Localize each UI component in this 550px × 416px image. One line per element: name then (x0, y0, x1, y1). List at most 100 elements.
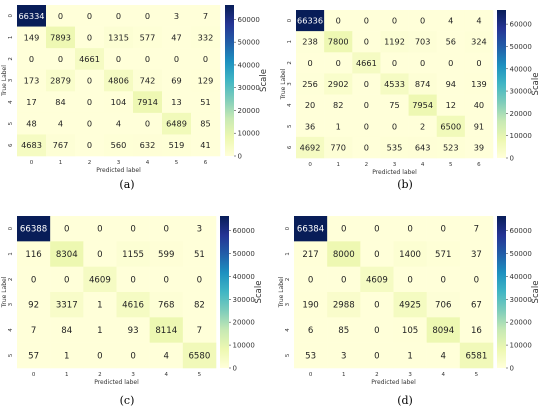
x-tick-label: 6 (477, 162, 481, 168)
cell-value-label: 0 (407, 225, 412, 235)
heatmap-cell (83, 342, 117, 369)
heatmap-cell (294, 342, 328, 369)
heatmap-cell (360, 342, 394, 369)
x-tick-label: 1 (59, 160, 63, 166)
heatmap-cell (393, 216, 427, 242)
heatmap-cell (352, 115, 381, 138)
x-tick-label: 5 (449, 162, 453, 168)
heatmap-cell (294, 317, 328, 343)
colorbar (497, 10, 506, 158)
cell-value-label: 0 (441, 275, 446, 285)
cell-value-label: 3 (174, 11, 179, 21)
cell-value-label: 0 (364, 142, 369, 152)
cell-value-label: 94 (446, 79, 456, 89)
y-tick-label: 2 (285, 278, 291, 282)
x-tick-label: 3 (408, 372, 412, 378)
colorbar-tick-label: 20000 (238, 107, 260, 115)
heatmap-cell (50, 266, 84, 293)
x-tick-label: 1 (342, 372, 346, 378)
cell-value-label: 0 (308, 275, 313, 285)
heatmap-cell (149, 216, 184, 242)
cell-value-label: 66384 (297, 225, 324, 235)
heatmap-cell (75, 26, 105, 49)
heatmap-cell (426, 241, 461, 267)
colorbar-tick-label: 10000 (238, 130, 260, 138)
heatmap-cell (360, 266, 394, 293)
cell-value-label: 0 (145, 119, 150, 129)
heatmap-cell (17, 292, 51, 318)
colorbar-tick-label: 0 (238, 153, 242, 161)
colorbar-tick-label: 40000 (510, 65, 532, 73)
cell-value-label: 0 (203, 54, 208, 64)
cell-value-label: 0 (58, 54, 63, 64)
heatmap-cell (182, 266, 217, 293)
heatmap-cell (50, 241, 84, 267)
cell-value-label: 3 (341, 351, 346, 361)
cell-value-label: 56 (446, 37, 456, 47)
heatmap-cell (360, 216, 394, 242)
cell-value-label: 139 (471, 79, 487, 89)
cell-value-label: 874 (415, 79, 431, 89)
heatmap-cell (116, 342, 150, 369)
cell-value-label: 0 (307, 58, 312, 68)
cell-value-label: 324 (471, 37, 487, 47)
colorbar-tick-label: 60000 (233, 227, 255, 235)
cell-value-label: 0 (392, 58, 397, 68)
cell-value-label: 7 (203, 11, 208, 21)
cell-value-label: 0 (87, 119, 92, 129)
cell-value-label: 0 (364, 79, 369, 89)
cell-value-label: 1 (64, 351, 69, 361)
heatmap-cell (116, 266, 150, 293)
y-tick-label: 3 (285, 302, 291, 306)
heatmap-cell (380, 52, 409, 74)
heatmap-cell (380, 10, 409, 32)
cell-value-label: 17 (26, 97, 36, 107)
cell-value-label: 256 (302, 79, 318, 89)
heatmap-cell (83, 241, 117, 267)
heatmap-cell (393, 266, 427, 293)
heatmap-cell (327, 266, 361, 293)
cell-value-label: 4609 (89, 275, 111, 285)
heatmap-cell (294, 292, 328, 318)
heatmap-cell (162, 112, 192, 135)
colorbar-tick-label: 20000 (510, 319, 532, 327)
cell-value-label: 4806 (108, 76, 129, 86)
colorbar-label: Scale (531, 281, 541, 304)
cell-value-label: 41 (200, 140, 210, 150)
heatmap-cell (296, 115, 325, 138)
y-tick-label: 6 (8, 143, 14, 147)
cell-value-label: 75 (389, 100, 399, 110)
heatmap-cell (17, 48, 47, 71)
heatmap-cell (46, 112, 76, 135)
cell-value-label: 238 (302, 37, 318, 47)
heatmap-cell (17, 112, 47, 135)
heatmap-cell (327, 317, 361, 343)
y-tick-label: 2 (287, 61, 293, 65)
y-tick-label: 5 (8, 353, 14, 357)
x-tick-label: 4 (421, 162, 425, 168)
cell-value-label: 0 (420, 58, 425, 68)
cell-value-label: 40 (474, 100, 484, 110)
x-axis-label: Predicted label (371, 379, 416, 386)
heatmap-cell (327, 241, 361, 267)
heatmap-cell (324, 94, 353, 117)
y-tick-label: 4 (285, 328, 291, 332)
cell-value-label: 0 (64, 225, 69, 235)
heatmap-cell (17, 69, 47, 92)
x-axis-label: Predicted label (372, 169, 417, 176)
cell-value-label: 82 (194, 301, 205, 311)
cell-value-label: 0 (87, 11, 92, 21)
heatmap-cell (352, 10, 381, 32)
cell-value-label: 560 (111, 140, 127, 150)
heatmap-cell (104, 112, 134, 135)
heatmap-cell (133, 48, 163, 71)
cell-value-label: 703 (415, 37, 431, 47)
heatmap-cell (436, 52, 466, 74)
y-tick-label: 0 (8, 226, 14, 230)
cell-value-label: 2902 (328, 79, 349, 89)
colorbar-tick-label: 0 (510, 365, 514, 373)
cell-value-label: 1315 (108, 32, 129, 42)
heatmap-cell (75, 134, 105, 157)
heatmap-cell (182, 292, 217, 318)
cell-value-label: 2879 (50, 76, 71, 86)
